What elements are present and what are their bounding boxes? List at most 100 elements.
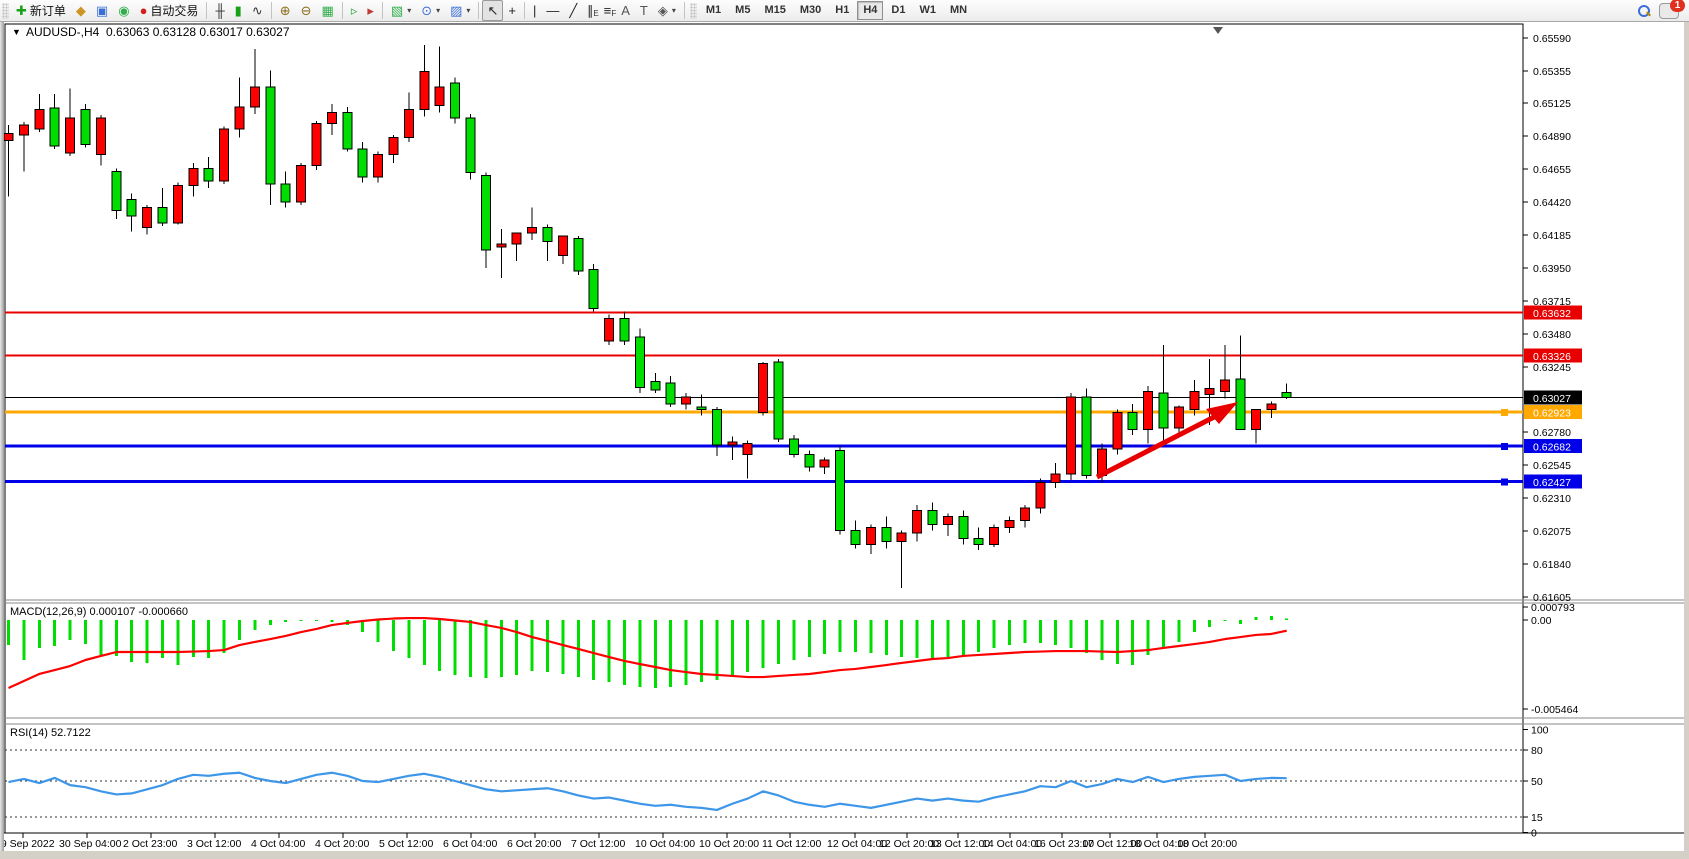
price-badge-label: 0.63027 — [1533, 393, 1571, 405]
search-icon[interactable] — [1637, 4, 1651, 18]
time-tick-label: 18 Oct 20:00 — [1177, 838, 1237, 850]
candle-body — [958, 515, 969, 540]
candle-body — [1050, 473, 1061, 484]
candle-body — [450, 82, 461, 119]
trend-annotation-arrow[interactable] — [1095, 402, 1238, 480]
channel-button[interactable]: ∥ E — [582, 0, 599, 21]
candle-body — [665, 382, 676, 405]
trendline-button[interactable]: ╱ — [564, 0, 582, 21]
arrow-shaft — [1095, 410, 1224, 480]
price-tick-label: 0.64420 — [1533, 197, 1571, 209]
macd-tick-label: 0.000793 — [1531, 602, 1575, 614]
timeframe-button-m15[interactable]: M15 — [764, 4, 786, 16]
bar-chart-button[interactable]: ╫ — [210, 0, 229, 21]
crosshair-button[interactable]: + — [503, 0, 521, 21]
timeframe-button-m30[interactable]: M30 — [799, 4, 822, 16]
horizontal-line-icon: — — [546, 3, 560, 18]
candle-body — [157, 207, 168, 224]
candle-body — [142, 207, 153, 228]
notifications-button[interactable]: 1 — [1659, 0, 1685, 19]
rsi-tick-label: 0 — [1531, 828, 1537, 840]
cursor-icon: ↖ — [487, 3, 499, 18]
auto-scroll-icon: ▸ — [367, 3, 374, 18]
fibonacci-button[interactable]: ≡ F — [599, 0, 617, 21]
template-button[interactable]: ▨ ▾ — [445, 0, 475, 21]
timeframe-button-w1[interactable]: W1 — [919, 4, 936, 16]
period-button[interactable]: ⊙ ▾ — [416, 0, 445, 21]
timeframe-button-d1[interactable]: D1 — [891, 4, 906, 16]
rsi-pane[interactable]: RSI(14) 52.7122 100 80 50 15 0 — [5, 724, 1549, 840]
candle-body — [819, 459, 830, 468]
chart-shift-marker-icon[interactable] — [1213, 27, 1223, 34]
toolbar-right-group: 1 — [1637, 0, 1689, 19]
candle-body — [188, 167, 199, 186]
rsi-tick-label: 15 — [1531, 812, 1543, 824]
price-badge-label: 0.63632 — [1533, 308, 1571, 320]
timeframe-button-h4[interactable]: H4 — [857, 1, 884, 20]
toolbar-separator — [270, 2, 272, 19]
autotrading-button[interactable]: ● 自动交易 — [135, 0, 204, 21]
label-button[interactable]: T — [635, 0, 653, 21]
candles-layer[interactable] — [3, 45, 1292, 588]
candle-body — [619, 318, 630, 342]
tile-windows-button[interactable]: ▦ — [317, 0, 339, 21]
candle-body — [942, 515, 953, 526]
line-drag-handle[interactable] — [1501, 409, 1508, 417]
time-axis[interactable]: 29 Sep 2022 30 Sep 04:00 2 Oct 23:00 3 Oct … — [0, 833, 1237, 850]
text-button[interactable]: A — [616, 0, 635, 21]
line-drag-handle[interactable] — [1501, 478, 1508, 486]
arrows-button[interactable]: ◈ ▾ — [653, 0, 681, 21]
candle-body — [573, 238, 584, 272]
price-tick-label: 0.62075 — [1533, 526, 1571, 538]
candle-body — [1266, 403, 1277, 411]
timeframe-button-m1[interactable]: M1 — [705, 4, 722, 16]
candle-body — [758, 362, 769, 414]
macd-pane[interactable]: MACD(12,26,9) 0.000107 -0.000660 0.000793… — [7, 602, 1579, 716]
crosshair-icon: + — [508, 3, 516, 18]
line-drag-handle[interactable] — [1501, 442, 1508, 450]
candle-body — [727, 441, 738, 446]
candle-body — [434, 86, 445, 106]
time-tick-label: 6 Oct 04:00 — [443, 838, 497, 850]
dropdown-caret-icon: ▾ — [671, 6, 676, 15]
candle-body — [527, 226, 538, 234]
toolbar-drag-handle — [689, 2, 697, 19]
chart-shift-button[interactable]: ▹ — [346, 0, 363, 21]
auto-scroll-button[interactable]: ▸ — [362, 0, 379, 21]
candle-body — [1235, 378, 1246, 430]
price-tick-label: 0.62780 — [1533, 427, 1571, 439]
hline-button[interactable]: — — [541, 0, 564, 21]
candle-body — [681, 396, 692, 405]
vline-button[interactable]: | — [528, 0, 541, 21]
candlestick-button[interactable]: ▮ — [230, 0, 247, 21]
chart-plot-area[interactable] — [4, 23, 1524, 834]
chart-canvas[interactable]: ▼ AUDUSD-,H4 0.63063 0.63128 0.63017 0.630… — [0, 21, 1689, 859]
timeframe-button-m5[interactable]: M5 — [735, 4, 751, 16]
metaquotes-button[interactable]: ◉ — [113, 0, 134, 21]
time-tick-label: 10 Oct 20:00 — [699, 838, 759, 850]
autotrading-icon: ● — [139, 3, 148, 18]
price-badge-label: 0.63326 — [1533, 351, 1571, 363]
price-tick-label: 0.65355 — [1533, 66, 1571, 78]
candle-body — [49, 107, 60, 147]
new-chart-button[interactable]: ▧ ▾ — [386, 0, 416, 21]
line-chart-button[interactable]: ∿ — [247, 0, 268, 21]
chart-window[interactable]: ▼ AUDUSD-,H4 0.63063 0.63128 0.63017 0.630… — [0, 21, 1689, 859]
cursor-button[interactable]: ↖ — [482, 0, 504, 21]
toolbar-separator — [683, 2, 685, 19]
timeframe-button-mn[interactable]: MN — [949, 4, 968, 16]
zoom-out-button[interactable]: ⊖ — [296, 0, 317, 21]
price-badge — [1524, 305, 1582, 320]
timeframe-button-h1[interactable]: H1 — [835, 4, 850, 16]
macd-tick-label: -0.005464 — [1531, 704, 1578, 716]
candle-body — [850, 529, 861, 545]
charts-button[interactable]: ◆ — [71, 0, 91, 21]
notification-badge: 1 — [1670, 0, 1685, 12]
terminal-button[interactable]: ▣ — [91, 0, 113, 21]
new-order-button[interactable]: ✚ 新订单 — [11, 0, 71, 21]
candle-body — [311, 123, 322, 167]
zoom-in-button[interactable]: ⊕ — [275, 0, 296, 21]
candle-body — [634, 336, 645, 388]
rsi-tick-label: 50 — [1531, 776, 1543, 788]
